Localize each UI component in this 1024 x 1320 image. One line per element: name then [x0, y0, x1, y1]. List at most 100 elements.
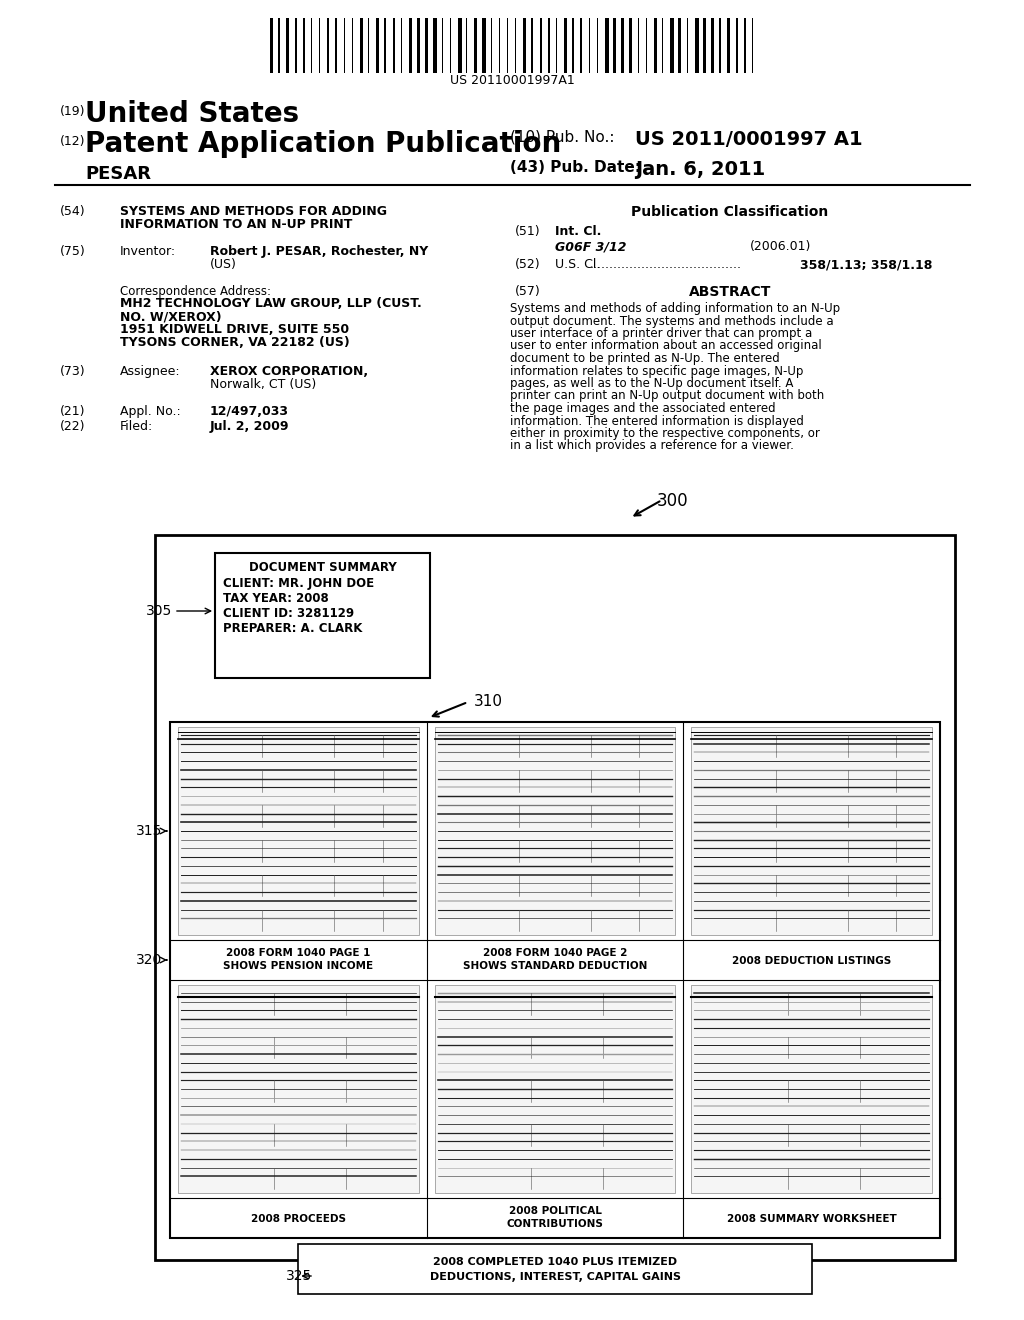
Text: PREPARER: A. CLARK: PREPARER: A. CLARK — [223, 622, 362, 635]
Text: 305: 305 — [145, 605, 172, 618]
Text: MH2 TECHNOLOGY LAW GROUP, LLP (CUST.: MH2 TECHNOLOGY LAW GROUP, LLP (CUST. — [120, 297, 422, 310]
Text: Assignee:: Assignee: — [120, 366, 180, 378]
Text: (73): (73) — [60, 366, 86, 378]
Bar — [434, 985, 676, 1193]
Bar — [523, 18, 526, 73]
Text: TYSONS CORNER, VA 22182 (US): TYSONS CORNER, VA 22182 (US) — [120, 337, 350, 348]
Text: NO. W/XEROX): NO. W/XEROX) — [120, 310, 221, 323]
Text: CLIENT ID: 3281129: CLIENT ID: 3281129 — [223, 607, 354, 620]
Bar — [638, 18, 639, 73]
Bar — [466, 18, 467, 73]
Bar — [613, 18, 615, 73]
Bar — [752, 18, 754, 73]
Text: 315: 315 — [135, 824, 162, 838]
Bar — [425, 18, 428, 73]
Bar — [646, 18, 647, 73]
Text: Patent Application Publication: Patent Application Publication — [85, 129, 561, 158]
Bar — [540, 18, 543, 73]
Text: United States: United States — [85, 100, 299, 128]
Text: user interface of a printer driver that can prompt a: user interface of a printer driver that … — [510, 327, 812, 341]
Bar — [178, 985, 419, 1193]
Text: output document. The systems and methods include a: output document. The systems and methods… — [510, 314, 834, 327]
Bar — [654, 18, 656, 73]
Bar — [170, 1199, 427, 1238]
Text: 320: 320 — [136, 953, 162, 968]
Text: information. The entered information is displayed: information. The entered information is … — [510, 414, 804, 428]
Text: 300: 300 — [656, 492, 688, 510]
Bar — [572, 18, 573, 73]
Bar — [384, 18, 386, 73]
Text: (21): (21) — [60, 405, 85, 418]
Text: 2008 POLITICAL: 2008 POLITICAL — [509, 1206, 601, 1216]
Text: (19): (19) — [60, 106, 85, 117]
Text: (57): (57) — [515, 285, 541, 298]
Text: CONTRIBUTIONS: CONTRIBUTIONS — [507, 1218, 603, 1229]
Bar — [287, 18, 289, 73]
Bar — [427, 940, 683, 979]
Bar — [597, 18, 598, 73]
Bar — [683, 1199, 940, 1238]
Bar — [683, 940, 940, 979]
Text: (12): (12) — [60, 135, 85, 148]
Bar — [327, 18, 329, 73]
Bar — [548, 18, 550, 73]
Bar — [319, 18, 321, 73]
Text: Jan. 6, 2011: Jan. 6, 2011 — [635, 160, 765, 180]
Text: DOCUMENT SUMMARY: DOCUMENT SUMMARY — [249, 561, 396, 574]
Bar — [170, 722, 940, 1238]
Bar — [515, 18, 516, 73]
Text: DEDUCTIONS, INTEREST, CAPITAL GAINS: DEDUCTIONS, INTEREST, CAPITAL GAINS — [429, 1272, 681, 1282]
Text: information relates to specific page images, N-Up: information relates to specific page ima… — [510, 364, 804, 378]
Text: INFORMATION TO AN N-UP PRINT: INFORMATION TO AN N-UP PRINT — [120, 218, 352, 231]
Text: Filed:: Filed: — [120, 420, 154, 433]
Text: user to enter information about an accessed original: user to enter information about an acces… — [510, 339, 821, 352]
Bar — [368, 18, 370, 73]
Bar — [376, 18, 379, 73]
Text: TAX YEAR: 2008: TAX YEAR: 2008 — [223, 591, 329, 605]
Text: SYSTEMS AND METHODS FOR ADDING: SYSTEMS AND METHODS FOR ADDING — [120, 205, 387, 218]
Text: 2008 DEDUCTION LISTINGS: 2008 DEDUCTION LISTINGS — [732, 956, 891, 966]
Text: Robert J. PESAR, Rochester, NY: Robert J. PESAR, Rochester, NY — [210, 246, 428, 257]
Bar — [178, 727, 419, 935]
Bar — [170, 940, 427, 979]
Text: 12/497,033: 12/497,033 — [210, 405, 289, 418]
Bar — [694, 18, 698, 73]
Bar — [531, 18, 532, 73]
Text: (75): (75) — [60, 246, 86, 257]
Text: SHOWS STANDARD DEDUCTION: SHOWS STANDARD DEDUCTION — [463, 961, 647, 972]
Bar — [434, 727, 676, 935]
Bar — [499, 18, 500, 73]
Bar — [155, 535, 955, 1261]
Bar — [335, 18, 337, 73]
Bar — [343, 18, 345, 73]
Text: (22): (22) — [60, 420, 85, 433]
Bar — [359, 18, 362, 73]
Bar — [279, 18, 280, 73]
Bar — [507, 18, 508, 73]
Text: either in proximity to the respective components, or: either in proximity to the respective co… — [510, 426, 820, 440]
Text: Appl. No.:: Appl. No.: — [120, 405, 181, 418]
Bar — [215, 553, 430, 678]
Bar — [433, 18, 437, 73]
Text: US 20110001997A1: US 20110001997A1 — [450, 74, 574, 87]
Text: 325: 325 — [286, 1269, 312, 1283]
Bar — [441, 18, 442, 73]
Text: ......................................: ...................................... — [590, 257, 742, 271]
Text: Int. Cl.: Int. Cl. — [555, 224, 601, 238]
Text: the page images and the associated entered: the page images and the associated enter… — [510, 403, 775, 414]
Bar — [400, 18, 402, 73]
Bar — [427, 1199, 683, 1238]
Bar — [743, 18, 746, 73]
Bar — [670, 18, 674, 73]
Bar — [270, 18, 272, 73]
Bar — [409, 18, 412, 73]
Text: 2008 PROCEEDS: 2008 PROCEEDS — [251, 1214, 346, 1224]
Text: (43) Pub. Date:: (43) Pub. Date: — [510, 160, 641, 176]
Text: G06F 3/12: G06F 3/12 — [555, 240, 627, 253]
Text: pages, as well as to the N-Up document itself. A: pages, as well as to the N-Up document i… — [510, 378, 794, 389]
Bar — [417, 18, 420, 73]
Text: document to be printed as N-Up. The entered: document to be printed as N-Up. The ente… — [510, 352, 779, 366]
Text: Correspondence Address:: Correspondence Address: — [120, 285, 271, 298]
Text: Systems and methods of adding information to an N-Up: Systems and methods of adding informatio… — [510, 302, 840, 315]
Text: PESAR: PESAR — [85, 165, 151, 183]
